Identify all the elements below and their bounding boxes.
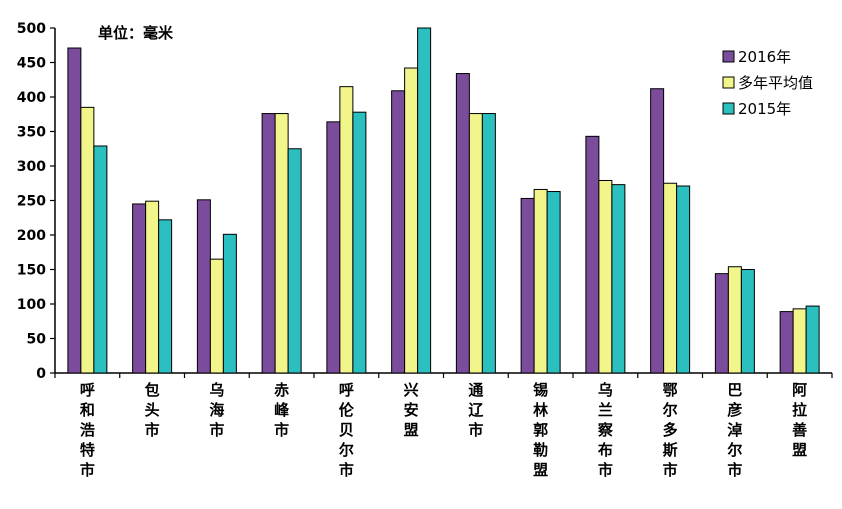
- x-axis-ticks: [54, 373, 833, 378]
- category-label: 阿拉善盟: [792, 381, 807, 459]
- bar: [676, 185, 691, 374]
- bar: [158, 219, 173, 374]
- y-tick-label: 150: [17, 263, 46, 279]
- bar: [468, 113, 483, 374]
- y-tick-label: 100: [17, 297, 46, 313]
- legend-swatch: [722, 102, 735, 115]
- y-tick-label: 500: [17, 21, 46, 37]
- bar: [391, 90, 406, 374]
- y-axis-ticks: 0 50 100 150 200 250 300 350 400 450 500: [17, 21, 55, 382]
- bar: [650, 88, 665, 374]
- y-tick-label: 400: [17, 90, 46, 106]
- bar: [339, 86, 354, 374]
- unit-label: 单位：毫米: [98, 24, 174, 42]
- bars-group: [67, 27, 820, 374]
- category-label: 巴彦淖尔市: [727, 381, 742, 479]
- bar: [417, 27, 432, 374]
- bar: [779, 311, 794, 374]
- legend-swatch: [722, 50, 735, 63]
- category-label: 赤峰市: [274, 381, 290, 439]
- bar: [326, 121, 341, 374]
- bar: [481, 113, 496, 374]
- category-label: 兴安盟: [404, 381, 419, 439]
- bar: [93, 145, 108, 374]
- y-tick-label: 450: [17, 56, 46, 72]
- category-label: 包头市: [145, 381, 160, 439]
- category-labels: 呼和浩特市 包头市 乌海市 赤峰市 呼伦贝尔市 兴安盟 通辽市 锡林郭勒盟 乌兰察布市 鄂尔多斯市…: [80, 381, 807, 479]
- legend-swatch: [722, 76, 735, 89]
- bar: [805, 305, 820, 374]
- bar: [611, 184, 626, 374]
- category-label: 锡林郭勒盟: [533, 381, 549, 479]
- category-label: 通辽市: [468, 381, 483, 439]
- bar: [533, 188, 548, 374]
- category-label: 乌海市: [209, 381, 224, 439]
- bar: [209, 258, 224, 374]
- bar: [196, 199, 211, 374]
- legend-label: 多年平均值: [738, 74, 813, 92]
- y-tick-label: 0: [36, 366, 46, 382]
- category-label: 乌兰察布市: [597, 381, 614, 479]
- category-label: 呼和浩特市: [80, 381, 95, 479]
- bar: [132, 203, 147, 374]
- bar: [67, 47, 82, 374]
- bar: [261, 113, 276, 374]
- bar: [287, 148, 302, 374]
- bar: [352, 111, 367, 374]
- legend-label: 2016年: [738, 48, 791, 66]
- y-tick-label: 200: [17, 228, 46, 244]
- category-label: 鄂尔多斯市: [663, 381, 678, 479]
- bar: [520, 197, 535, 374]
- bar: [792, 308, 807, 374]
- y-tick-label: 300: [17, 159, 46, 175]
- category-label: 呼伦贝尔市: [339, 381, 355, 479]
- bar: [585, 135, 600, 374]
- y-tick-label: 350: [17, 125, 46, 141]
- bar: [727, 266, 742, 374]
- bar: [546, 191, 561, 374]
- y-tick-label: 50: [27, 332, 47, 348]
- bar: [455, 73, 470, 374]
- legend-label: 2015年: [738, 100, 791, 118]
- bar: [663, 182, 678, 374]
- y-tick-label: 250: [17, 194, 46, 210]
- bar: [274, 113, 289, 374]
- bar: [222, 233, 237, 374]
- bar: [145, 200, 160, 374]
- bar: [740, 269, 755, 374]
- bar: [80, 106, 95, 374]
- bar: [404, 67, 419, 374]
- bar: [598, 179, 613, 374]
- bar: [714, 273, 729, 374]
